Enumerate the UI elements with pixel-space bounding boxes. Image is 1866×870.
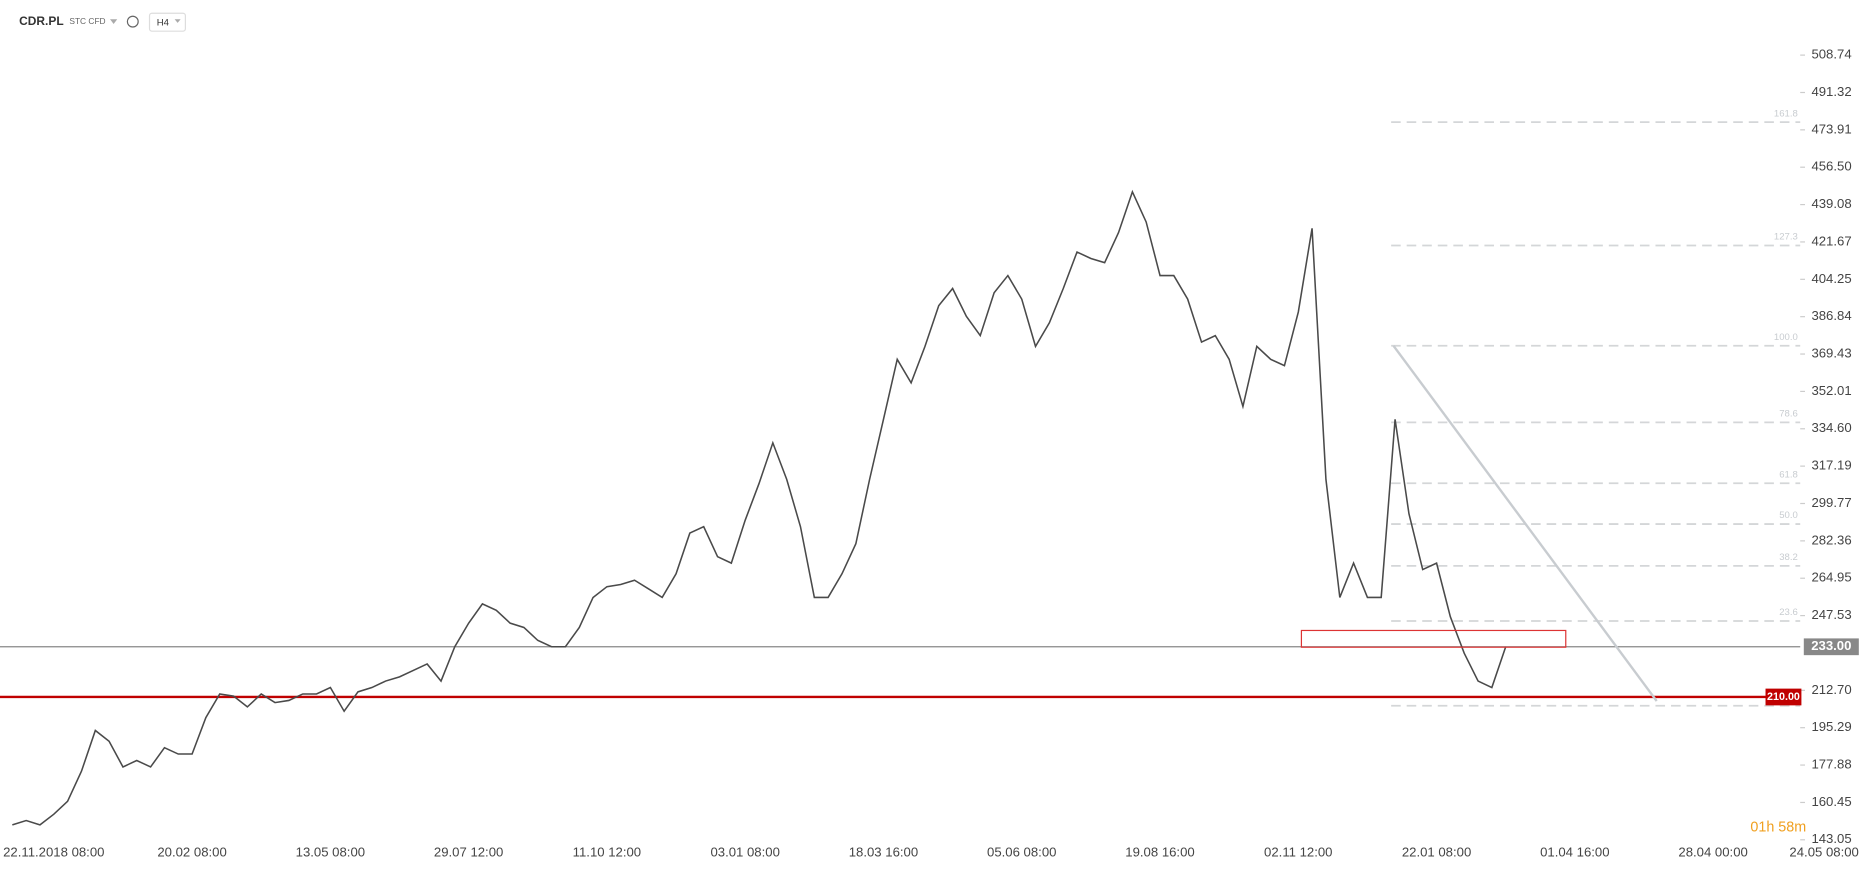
instrument-type[interactable]: STC CFD (69, 16, 105, 26)
y-tick-label: 386.84 (1811, 308, 1851, 323)
fib-label: 61.8 (1779, 469, 1798, 480)
y-tick-label: 334.60 (1811, 420, 1851, 435)
x-tick-label: 22.11.2018 08:00 (3, 844, 104, 859)
y-tick-label: 404.25 (1811, 271, 1851, 286)
y-tick-label: 508.74 (1811, 47, 1851, 62)
zone-box (1300, 629, 1567, 648)
y-tick-label: 369.43 (1811, 346, 1851, 361)
y-tick-label: 160.45 (1811, 794, 1851, 809)
y-tick-label: 491.32 (1811, 84, 1851, 99)
price-tag-label: 233.00 (1811, 638, 1851, 653)
x-tick-label: 29.07 12:00 (434, 844, 503, 859)
x-tick-label: 19.08 16:00 (1125, 844, 1194, 859)
y-tick-label: 439.08 (1811, 196, 1851, 211)
y-tick-label: 195.29 (1811, 719, 1851, 734)
symbol[interactable]: CDR.PL (19, 14, 64, 28)
interval[interactable]: H4 (157, 17, 170, 28)
fib-label: 161.8 (1774, 108, 1798, 119)
x-tick-label: 22.01 08:00 (1402, 844, 1471, 859)
price-tag-label: 210.00 (1767, 691, 1800, 703)
fib-label: 127.3 (1774, 232, 1798, 243)
x-tick-label: 20.02 08:00 (157, 844, 226, 859)
fib-label: 78.6 (1779, 408, 1798, 419)
fib-label: 100.0 (1774, 332, 1798, 343)
interval-box[interactable] (148, 12, 187, 32)
fib-label: 50.0 (1779, 510, 1798, 521)
plot: 508.74 491.32 473.91 456.50 439.08 421.67 404.… (0, 47, 1859, 859)
y-tick-label: 299.77 (1811, 495, 1851, 510)
price-line-series (12, 189, 1507, 826)
y-tick-label: 247.53 (1811, 607, 1851, 622)
price-tag (1765, 688, 1802, 706)
x-tick-label: 03.01 08:00 (710, 844, 779, 859)
x-tick-label: 24.05 08:00 (1789, 844, 1858, 859)
x-tick-label: 11.10 12:00 (573, 844, 641, 859)
x-tick-label: 02.11 12:00 (1264, 844, 1332, 859)
info-icon[interactable] (126, 15, 139, 28)
x-tick-label: 13.05 08:00 (296, 844, 365, 859)
fib-label: 23.6 (1779, 607, 1798, 618)
dropdown-arrow (174, 19, 181, 23)
y-tick-label: 421.67 (1811, 233, 1851, 248)
y-tick-label: 352.01 (1811, 383, 1851, 398)
y-tick-label: 456.50 (1811, 159, 1851, 174)
y-tick-label: 143.05 (1811, 831, 1851, 846)
fib-label: 38.2 (1779, 552, 1798, 563)
trend-line (1392, 345, 1658, 702)
dropdown-arrow[interactable] (110, 19, 118, 25)
price-tag (1803, 638, 1859, 656)
x-tick-label: 01.04 16:00 (1540, 844, 1609, 859)
y-tick-label: 282.36 (1811, 532, 1851, 547)
x-tick-label: 05.06 08:00 (987, 844, 1056, 859)
countdown: 01h 58m (1750, 820, 1806, 836)
y-tick-label: 264.95 (1811, 570, 1851, 585)
y-tick-label: 177.88 (1811, 757, 1851, 772)
x-tick-label: 18.03 16:00 (849, 844, 918, 859)
y-tick-label: 473.91 (1811, 121, 1851, 136)
x-tick-label: 28.04 00:00 (1678, 844, 1747, 859)
y-tick-label: 212.70 (1811, 682, 1851, 697)
y-tick-label: 317.19 (1811, 458, 1851, 473)
